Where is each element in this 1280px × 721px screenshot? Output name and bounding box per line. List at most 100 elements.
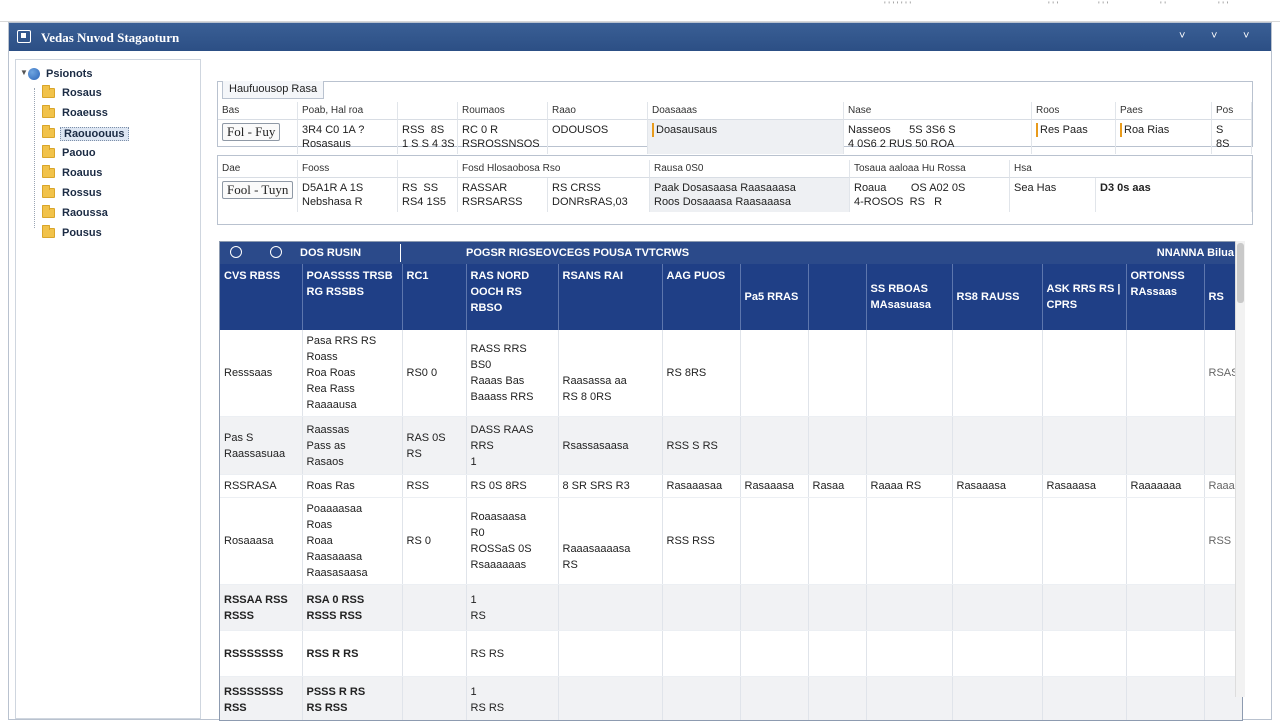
folder-icon: [42, 108, 55, 118]
folder-icon: [42, 228, 55, 238]
tree-item-label: Raouoouus: [60, 127, 129, 141]
column-header[interactable]: RS8 RAUSS: [952, 264, 1042, 330]
table-cell: [740, 498, 808, 585]
field-header: [398, 160, 458, 178]
field-header: Dae: [218, 160, 298, 178]
table-cell: Raassas Pass as Rasaos: [302, 417, 402, 475]
table-cell: [1042, 631, 1126, 677]
tree-item[interactable]: Raoussa: [20, 204, 58, 224]
tree-item[interactable]: Paouo: [20, 144, 58, 164]
tree-item[interactable]: Roaeuss: [20, 104, 58, 124]
table-cell: [558, 585, 662, 631]
field-value: Roaua OS A02 0S 4-ROSOS RS R: [850, 178, 1010, 212]
table-toolbar-link[interactable]: NNANNA Bilua: [1157, 247, 1234, 259]
column-header[interactable]: ASK RRS RS | CPRS: [1042, 264, 1126, 330]
field-value: ODOUSOS: [548, 120, 648, 154]
column-header[interactable]: POASSSS TRSB RG RSSBS: [302, 264, 402, 330]
table-cell: [952, 330, 1042, 417]
column-header[interactable]: AAG PUOS: [662, 264, 740, 330]
field-header: Rausa 0S0: [650, 160, 850, 178]
table-cell: Rosaaasa: [220, 498, 302, 585]
column-header[interactable]: RSANS RAI: [558, 264, 662, 330]
table-cell: [740, 330, 808, 417]
table-cell: Poaaaasaa Roas Roaa Raasaaasa Raasasaasa: [302, 498, 402, 585]
tree-item-label: Pousus: [62, 227, 102, 239]
tree-item[interactable]: Roauus: [20, 164, 58, 184]
table-cell: 8 SR SRS R3: [558, 475, 662, 498]
refresh-icon[interactable]: [270, 246, 282, 258]
table-cell: [1126, 330, 1204, 417]
table-cell: Raasassa aa RS 8 0RS: [558, 330, 662, 417]
sidebar-tree-panel: ▼ Psionots Rosaus Roaeuss Raouoouus Paou…: [15, 59, 201, 719]
indicator-bar: [1036, 123, 1038, 137]
field-value: RC 0 R RSROSSNSOS: [458, 120, 548, 154]
field-value[interactable]: Paak Dosasaasa Raasaaasa Roos Dosaaasa R…: [650, 178, 850, 212]
tree-item-label: Rossus: [62, 187, 102, 199]
field-value[interactable]: Doasausaus: [648, 120, 844, 154]
field-header: Roumaos: [458, 102, 548, 120]
table-cell: [866, 498, 952, 585]
range-field[interactable]: Fool - Tuyn: [222, 181, 293, 199]
field-value[interactable]: Fool - Tuyn: [218, 178, 298, 212]
column-header[interactable]: [808, 264, 866, 330]
table-cell: [866, 631, 952, 677]
table-cell: [662, 631, 740, 677]
table-cell: [740, 677, 808, 721]
column-header[interactable]: SS RBOAS MAsasuasa: [866, 264, 952, 330]
table-cell: [1042, 585, 1126, 631]
indicator-bar: [1120, 123, 1122, 137]
tree-item[interactable]: Rossus: [20, 184, 58, 204]
column-header[interactable]: ORTONSS RAssaas: [1126, 264, 1204, 330]
table-cell: [952, 677, 1042, 721]
scrollbar-thumb[interactable]: [1237, 243, 1244, 303]
table-cell: Roaasaasa R0 ROSSaS 0S Rsaaaaaas: [466, 498, 558, 585]
range-field[interactable]: Fol - Fuy: [222, 123, 280, 141]
maximize-button[interactable]: ˅: [1211, 30, 1217, 42]
table-cell: [402, 585, 466, 631]
field-value: Res Paas: [1032, 120, 1116, 154]
close-button[interactable]: ˅: [1243, 30, 1249, 42]
tree-item-selected[interactable]: Raouoouus: [20, 124, 58, 144]
table-cell: [1126, 417, 1204, 475]
table-cell: RSS S RS: [662, 417, 740, 475]
column-header[interactable]: RC1: [402, 264, 466, 330]
folder-icon: [42, 148, 55, 158]
tree-view: ▼ Psionots Rosaus Roaeuss Raouoouus Paou…: [20, 66, 58, 244]
collapse-chevron-icon[interactable]: ▼: [20, 68, 28, 77]
field-value-text: Doasausaus: [656, 124, 717, 136]
tree-item[interactable]: Pousus: [20, 224, 58, 244]
vertical-scrollbar[interactable]: [1235, 241, 1245, 697]
top-strip-item: ' ': [1160, 0, 1166, 10]
panel-2-fields: Dae Fooss Fosd Hlosaobosa Rso Rausa 0S0 …: [218, 160, 1252, 212]
settings-icon[interactable]: [230, 246, 242, 258]
table-cell: [402, 631, 466, 677]
field-header: [398, 102, 458, 120]
table-cell: [740, 585, 808, 631]
table-cell: Raaasaaaasa RS: [558, 498, 662, 585]
table-cell: [740, 417, 808, 475]
table-cell: [866, 585, 952, 631]
panel-1-tab[interactable]: Haufuousop Rasa: [222, 81, 324, 99]
column-header[interactable]: Pa5 RRAS: [740, 264, 808, 330]
globe-icon: [28, 68, 40, 80]
column-header[interactable]: CVS RBSS: [220, 264, 302, 330]
field-value[interactable]: Fol - Fuy: [218, 120, 298, 154]
table-cell: RSS: [402, 475, 466, 498]
field-value: D3 0s aas: [1096, 178, 1252, 212]
tree-root-node[interactable]: ▼ Psionots: [20, 66, 58, 84]
field-value-text: Res Paas: [1040, 124, 1088, 136]
minimize-button[interactable]: ˅: [1179, 30, 1185, 42]
table-cell: [1042, 677, 1126, 721]
tree-item[interactable]: Rosaus: [20, 84, 58, 104]
window-icon: [17, 30, 31, 43]
detail-panel-1: Haufuousop Rasa Bas Poab, Hal roa Roumao…: [217, 81, 1253, 147]
column-header[interactable]: RAS NORD OOCH RS RBSO: [466, 264, 558, 330]
top-strip-item: ' ' ': [1048, 0, 1058, 10]
